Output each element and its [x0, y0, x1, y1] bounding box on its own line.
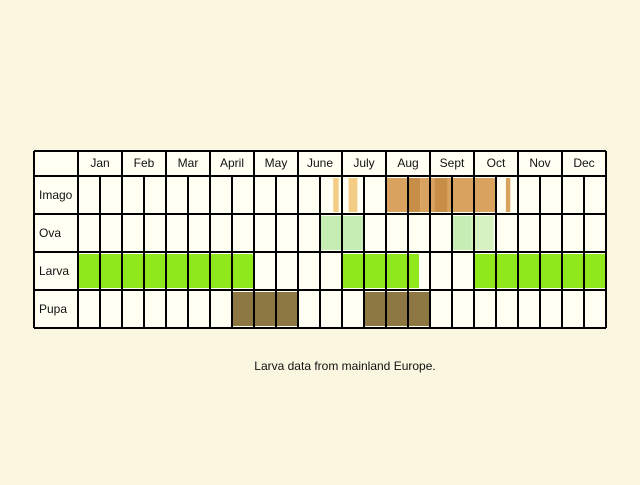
- row-label-larva: Larva: [39, 264, 69, 278]
- month-label-may: May: [265, 156, 288, 170]
- span-imago-2: [386, 178, 407, 212]
- month-label-july: July: [353, 156, 374, 170]
- month-label-aug: Aug: [397, 156, 418, 170]
- month-label-april: April: [220, 156, 244, 170]
- month-label-feb: Feb: [134, 156, 155, 170]
- span-imago-0: [333, 178, 339, 212]
- span-ova-2: [471, 216, 494, 250]
- month-label-mar: Mar: [178, 156, 199, 170]
- caption: Larva data from mainland Europe.: [254, 359, 436, 373]
- span-imago-5: [434, 178, 448, 212]
- month-label-jan: Jan: [90, 156, 109, 170]
- span-imago-4: [420, 178, 435, 212]
- span-larva-1: [342, 254, 419, 288]
- span-ova-1: [452, 216, 472, 250]
- month-label-nov: Nov: [529, 156, 550, 170]
- row-label-imago: Imago: [39, 188, 73, 202]
- month-label-oct: Oct: [487, 156, 506, 170]
- month-label-dec: Dec: [573, 156, 594, 170]
- row-label-ova: Ova: [39, 226, 61, 240]
- row-label-pupa: Pupa: [39, 302, 67, 316]
- span-imago-7: [505, 178, 511, 212]
- span-imago-6: [447, 178, 496, 212]
- span-imago-1: [348, 178, 358, 212]
- span-pupa-0: [232, 292, 298, 326]
- span-imago-3: [406, 178, 421, 212]
- span-pupa-1: [364, 292, 430, 326]
- month-label-sept: Sept: [440, 156, 465, 170]
- month-label-june: June: [307, 156, 333, 170]
